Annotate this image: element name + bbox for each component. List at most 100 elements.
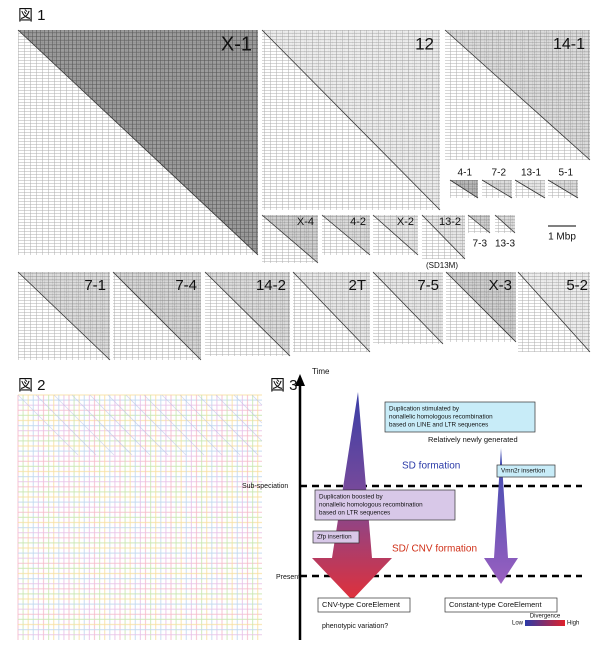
panel-label: 4-1 xyxy=(458,168,473,179)
diag-stripe xyxy=(35,394,97,456)
dot-plot-diagonal xyxy=(481,179,513,199)
dot-plot-diagonal xyxy=(204,271,291,357)
diag-stripe xyxy=(53,394,115,456)
figure3: Time Sub-speciation Present Relatively n… xyxy=(242,367,582,640)
constant-arrow xyxy=(484,448,518,584)
dot-plot: 13-3 xyxy=(494,214,516,250)
dot-plot-diagonal xyxy=(292,271,371,353)
figure1-title: 図 1 xyxy=(18,7,46,24)
box-text: Duplication boosted by xyxy=(319,494,384,501)
dot-plot-diagonal xyxy=(444,29,591,161)
box-text: Vmn2r insertion xyxy=(501,468,546,475)
dot-plot-diagonal xyxy=(321,214,371,256)
dot-plot: 7-3 xyxy=(467,214,491,250)
dot-plot: 14-1 xyxy=(444,29,591,161)
panel-note: (SD13M) xyxy=(426,261,458,270)
dot-plot-diagonal xyxy=(372,214,419,256)
box-text: nonallelic homologous recombination xyxy=(389,414,493,421)
diag-stripe xyxy=(161,394,223,456)
note: phenotypic variation? xyxy=(322,623,388,630)
panel-label: 5-2 xyxy=(566,277,588,294)
dot-plot-diagonal xyxy=(517,271,591,353)
diag-stripe xyxy=(143,394,205,456)
diag-stripe xyxy=(251,394,263,406)
dot-plot: 7-5 xyxy=(372,271,444,345)
box-text: based on LTR sequences xyxy=(319,510,390,517)
dot-plot: 7-1 xyxy=(17,271,111,361)
box-text: based on LINE and LTR sequences xyxy=(389,422,488,429)
panel-label: 14-1 xyxy=(553,36,585,53)
text-box xyxy=(496,464,556,478)
milestone: Sub-speciation xyxy=(242,483,288,490)
panel-label: 7-5 xyxy=(417,277,439,294)
dot-plot: 5-2 xyxy=(517,271,591,353)
axis-label: Time xyxy=(312,367,330,376)
dot-plot-diagonal xyxy=(261,214,319,264)
text-box xyxy=(314,489,456,521)
dot-plot: 13-1 xyxy=(514,168,546,199)
text-box xyxy=(317,597,411,613)
text-box xyxy=(444,597,558,613)
box-text: Duplication stimulated by xyxy=(389,406,460,413)
dot-plot-diagonal xyxy=(547,179,579,199)
note: SD/ CNV formation xyxy=(392,544,477,555)
dot-plot: 7-4 xyxy=(112,271,202,361)
panel-label: 13-1 xyxy=(521,168,541,179)
panel-label: 5-1 xyxy=(559,168,574,179)
panel-label: 13-2 xyxy=(439,216,461,228)
box-text: Constant-type CoreElement xyxy=(449,600,542,609)
diag-stripe xyxy=(89,394,151,456)
box-text: nonallelic homologous recombination xyxy=(319,502,423,509)
figure3-title: 図 3 xyxy=(270,377,298,394)
panel-label: X-2 xyxy=(397,216,414,228)
box-text: Zfp insertion xyxy=(317,534,352,541)
dot-plot-diagonal xyxy=(261,29,441,211)
dot-plot: 5-1 xyxy=(547,168,579,199)
dot-plot: X-1 xyxy=(17,29,259,256)
panel-label: 14-2 xyxy=(256,277,286,294)
note: Relatively newly generated xyxy=(428,435,518,444)
dot-plot: 13-2 xyxy=(421,214,466,260)
dot-plot: X-2 xyxy=(372,214,419,256)
figure2-title: 図 2 xyxy=(18,377,46,394)
panel-label: 7-1 xyxy=(84,277,106,294)
panel-label: 13-3 xyxy=(495,239,515,250)
panel-label: 7-2 xyxy=(492,168,507,179)
diag-stripe xyxy=(197,394,259,456)
scale-label: 1 Mbp xyxy=(548,232,576,243)
diag-stripe xyxy=(233,394,263,424)
legend-high: High xyxy=(567,621,579,627)
dot-plot-diagonal xyxy=(17,271,111,361)
figure2 xyxy=(17,394,263,640)
dot-plot: 4-2 xyxy=(321,214,371,256)
dot-plot-diagonal xyxy=(494,214,516,234)
dot-plot-diagonal xyxy=(445,271,517,343)
dot-plot: 12 xyxy=(261,29,441,211)
diag-stripe xyxy=(215,394,263,442)
panel-label: X-3 xyxy=(489,277,512,294)
diag-stripe xyxy=(107,394,169,456)
dot-plot: 4-1 xyxy=(449,168,479,199)
legend-low: Low xyxy=(512,621,524,627)
diag-stripe xyxy=(17,394,79,456)
dot-plot-diagonal xyxy=(421,214,466,260)
dot-plot: X-4 xyxy=(261,214,319,264)
panel-label: 7-3 xyxy=(473,239,488,250)
text-box xyxy=(312,530,360,544)
panel-label: 12 xyxy=(415,34,434,53)
dot-plot-diagonal xyxy=(17,29,259,256)
dot-plot: 14-2 xyxy=(204,271,291,357)
dot-plot: 2T xyxy=(292,271,371,353)
diag-stripe xyxy=(125,394,187,456)
milestone: Present xyxy=(276,574,300,581)
diag-stripe xyxy=(179,394,241,456)
text-box xyxy=(384,401,536,433)
legend-bar xyxy=(525,620,565,626)
legend-title: Divergence xyxy=(530,614,561,620)
dot-plot: 7-2 xyxy=(481,168,513,199)
figure1: X-1 12 14-1 4-1 7-2 13-1 5-1 X-4 4-2 X-2 13-2 7-3 13… xyxy=(17,29,591,361)
note: SD formation xyxy=(402,461,460,472)
panel-label: 7-4 xyxy=(175,277,197,294)
dot-plot-diagonal xyxy=(449,179,479,199)
